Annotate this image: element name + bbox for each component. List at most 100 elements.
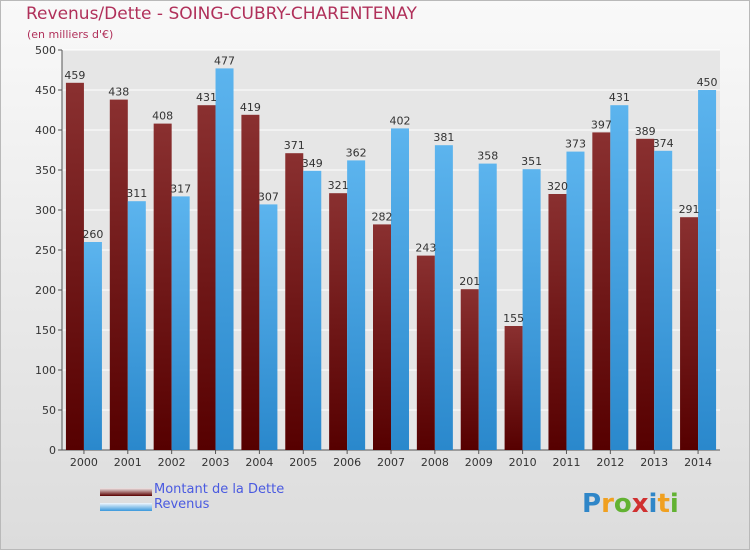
bar-revenus [698, 90, 717, 450]
bar-revenus [215, 68, 234, 451]
data-label-revenus: 362 [346, 146, 367, 159]
data-label-dette: 291 [679, 203, 700, 216]
y-tick-label: 150 [35, 324, 56, 337]
bar-revenus [127, 201, 146, 450]
y-tick-label: 50 [42, 404, 56, 417]
x-tick-label: 2014 [684, 456, 712, 469]
data-label-revenus: 374 [653, 137, 674, 150]
x-tick-label: 2001 [114, 456, 142, 469]
bar-dette [109, 99, 128, 450]
data-label-dette: 201 [459, 275, 480, 288]
logo-letter: P [582, 489, 602, 519]
bar-dette [329, 193, 348, 450]
axes: 0 50 100 150 200 250 300 350 400 450 500 2000 2001 20… [35, 44, 720, 469]
bar-revenus [303, 170, 322, 451]
bar-revenus [522, 169, 541, 450]
data-label-revenus: 311 [126, 187, 147, 200]
logo-letter: x [631, 489, 649, 519]
bar-dette [153, 123, 172, 450]
data-label-dette: 459 [64, 69, 85, 82]
bar-revenus [566, 151, 585, 450]
bar-dette [241, 114, 260, 451]
x-tick-label: 2009 [465, 456, 493, 469]
bar-dette [548, 194, 567, 450]
data-label-revenus: 450 [697, 76, 718, 89]
data-label-dette: 321 [328, 179, 349, 192]
data-label-revenus: 351 [521, 155, 542, 168]
data-label-revenus: 358 [477, 150, 498, 163]
bar-revenus [347, 160, 366, 450]
bar-revenus [259, 204, 278, 450]
data-label-dette: 397 [591, 118, 612, 131]
data-label-revenus: 477 [214, 54, 235, 67]
chart-title: Revenus/Dette - SOING-CUBRY-CHARENTENAY [26, 4, 417, 24]
chart-subtitle: (en milliers d'€) [27, 28, 114, 41]
y-tick-label: 0 [49, 444, 56, 457]
x-tick-label: 2005 [289, 456, 317, 469]
legend-label-dette: Montant de la Dette [154, 482, 285, 497]
y-tick-label: 400 [35, 124, 56, 137]
data-label-dette: 371 [284, 139, 305, 152]
bar-revenus [171, 196, 190, 450]
data-label-dette: 389 [635, 125, 656, 138]
x-tick-label: 2000 [70, 456, 98, 469]
bar-dette [65, 82, 84, 451]
x-tick-label: 2007 [377, 456, 405, 469]
x-tick-label: 2004 [245, 456, 273, 469]
x-tick-label: 2013 [640, 456, 668, 469]
bar-revenus [434, 145, 453, 450]
y-tick-label: 250 [35, 244, 56, 257]
legend-swatch-dette [100, 488, 152, 496]
data-label-dette: 419 [240, 101, 261, 114]
data-label-dette: 431 [196, 91, 217, 104]
data-label-revenus: 260 [82, 228, 103, 241]
bar-dette [197, 105, 216, 450]
y-tick-label: 100 [35, 364, 56, 377]
bars [65, 68, 717, 451]
bar-dette [504, 326, 523, 450]
data-label-revenus: 349 [302, 157, 323, 170]
data-label-dette: 438 [108, 86, 129, 99]
logo-letter: r [601, 489, 614, 519]
x-tick-label: 2012 [596, 456, 624, 469]
x-tick-label: 2008 [421, 456, 449, 469]
logo-letter: i [669, 489, 679, 519]
x-tick-label: 2006 [333, 456, 361, 469]
bar-revenus [610, 105, 629, 450]
data-label-dette: 320 [547, 180, 568, 193]
x-tick-label: 2010 [509, 456, 537, 469]
x-tick-label: 2003 [202, 456, 230, 469]
data-label-revenus: 373 [565, 138, 586, 151]
bar-dette [373, 224, 391, 450]
logo-letter: i [648, 489, 658, 519]
bar-dette [416, 255, 435, 450]
bar-dette [680, 217, 699, 450]
data-labels: 459 260 438 311 408 317 431 477 419 307 371 349 321 3… [64, 54, 717, 325]
x-tick-label: 2002 [158, 456, 186, 469]
y-tick-label: 300 [35, 204, 56, 217]
data-label-dette: 243 [415, 242, 436, 255]
data-label-revenus: 402 [390, 114, 411, 127]
data-label-revenus: 381 [433, 131, 454, 144]
x-tick-label: 2011 [552, 456, 580, 469]
bar-revenus [654, 150, 673, 451]
logo-letter: t [657, 489, 670, 519]
bar-dette [636, 138, 655, 451]
bar-revenus [391, 128, 409, 450]
data-label-dette: 282 [372, 210, 393, 223]
logo-letter: o [613, 489, 632, 519]
bar-dette [460, 289, 479, 450]
legend-label-revenus: Revenus [154, 497, 210, 512]
data-label-dette: 408 [152, 110, 173, 123]
legend-swatch-revenus [100, 503, 152, 511]
data-label-dette: 155 [503, 312, 524, 325]
data-label-revenus: 317 [170, 182, 191, 195]
y-tick-label: 200 [35, 284, 56, 297]
data-label-revenus: 307 [258, 190, 279, 203]
bar-dette [592, 132, 611, 450]
y-tick-label: 350 [35, 164, 56, 177]
bar-revenus [478, 163, 497, 450]
y-tick-label: 500 [35, 44, 56, 57]
bar-revenus [83, 242, 102, 450]
